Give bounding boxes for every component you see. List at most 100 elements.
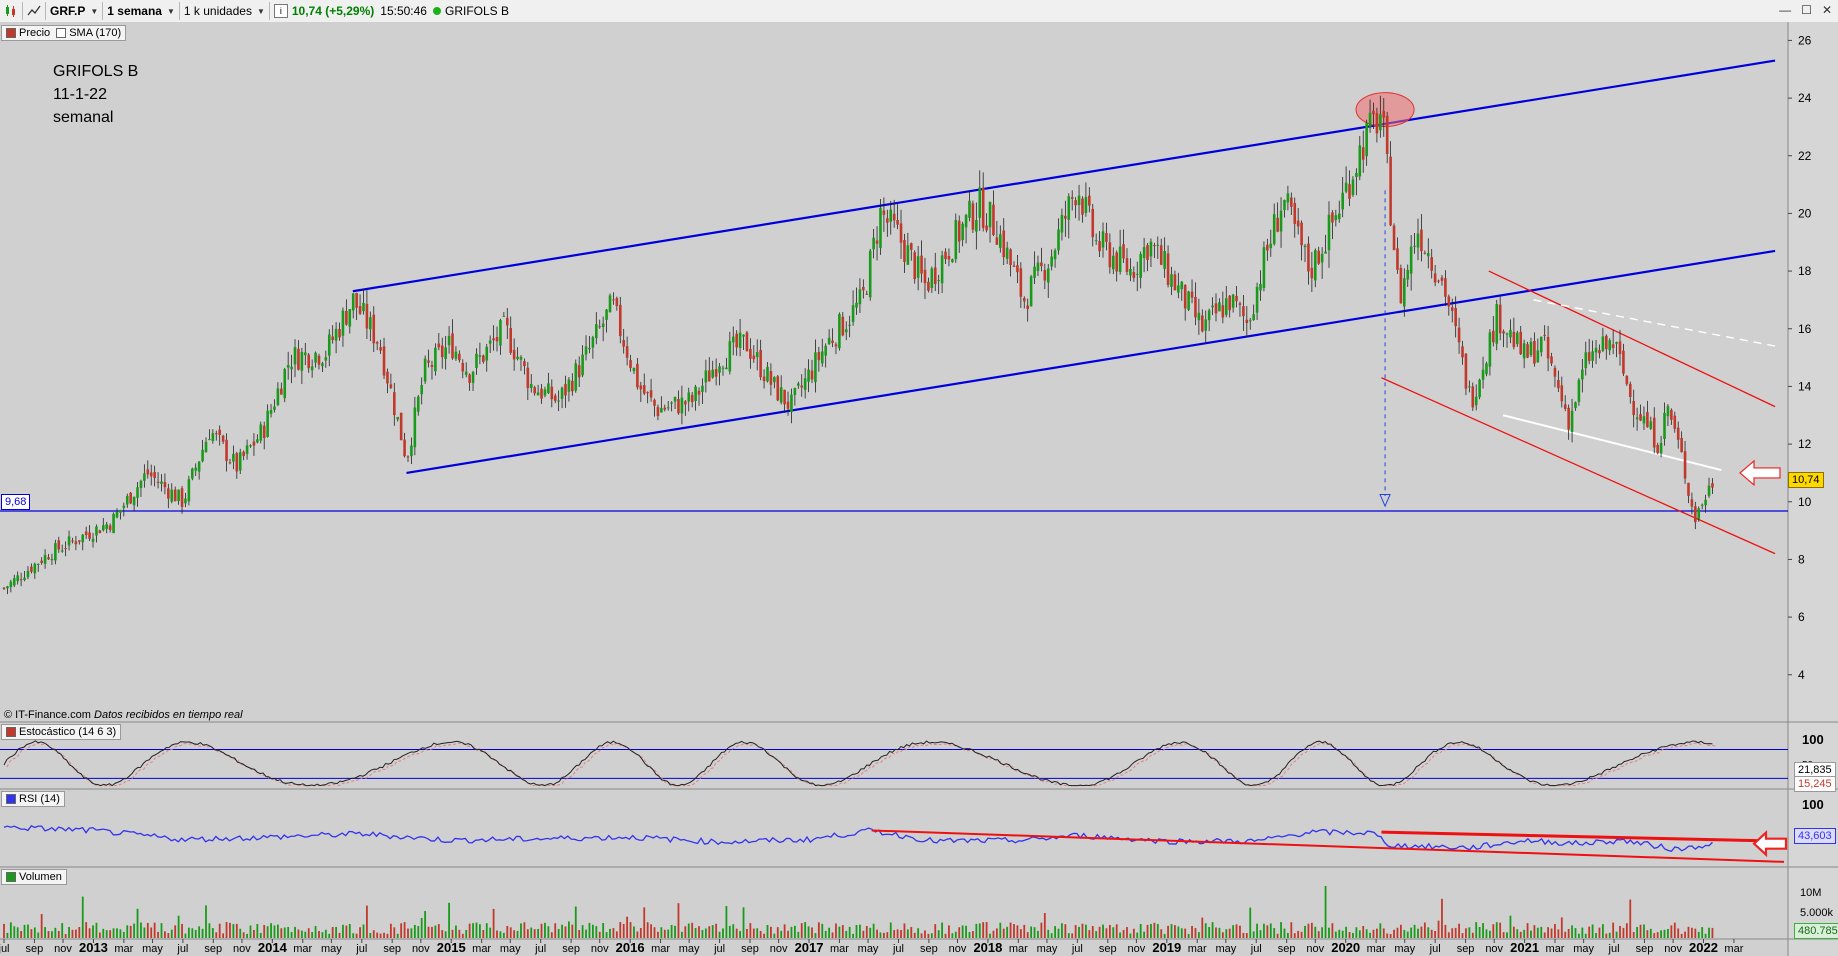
volume-bar — [855, 925, 858, 938]
volume-bar — [636, 931, 639, 938]
volume-bar — [208, 923, 211, 938]
time-axis-label: nov — [1306, 943, 1324, 955]
candle-body — [471, 371, 475, 383]
volume-bar — [1441, 898, 1443, 938]
candle-body — [33, 563, 37, 574]
candle-body — [509, 327, 513, 353]
volume-bar — [763, 933, 765, 938]
candle-body — [1149, 241, 1153, 257]
candle-body — [971, 203, 975, 230]
minimize-icon[interactable]: — — [1779, 3, 1792, 17]
candle-body — [1608, 340, 1612, 351]
candle-body — [286, 364, 290, 368]
volume-bar — [1156, 923, 1159, 938]
volume-bar — [533, 929, 536, 938]
price-axis-label: 6 — [1798, 610, 1805, 624]
candle-body — [1348, 184, 1351, 199]
time-axis-label: jul — [534, 943, 546, 955]
volume-bar — [1376, 928, 1378, 938]
candle-body — [930, 268, 934, 288]
candle-body — [1625, 375, 1629, 385]
volume-bar — [1102, 924, 1104, 938]
candle-body — [242, 451, 245, 457]
volume-bar — [119, 929, 122, 938]
price-arrow-icon — [1739, 459, 1781, 487]
volume-bar — [694, 928, 697, 938]
candle-body — [1183, 285, 1187, 309]
candle-body — [673, 396, 677, 402]
symbol-selector[interactable]: GRF.P ▼ — [46, 2, 104, 20]
candle-body — [1009, 249, 1012, 266]
maximize-icon[interactable]: ☐ — [1801, 3, 1812, 17]
volume-bar — [657, 931, 659, 938]
volume-bar — [109, 930, 112, 938]
compare-button[interactable] — [23, 2, 46, 20]
volume-bar — [581, 925, 584, 938]
candle-body — [687, 392, 691, 402]
period-selector[interactable]: 1 semana ▼ — [103, 2, 180, 20]
candle-body — [434, 347, 437, 372]
volume-bar — [1533, 925, 1536, 938]
close-icon[interactable]: ✕ — [1821, 3, 1832, 17]
units-selector[interactable]: 1 k unidades ▼ — [180, 2, 270, 20]
candle-body — [208, 439, 211, 441]
candle-body — [427, 360, 430, 363]
candle-body — [797, 383, 800, 386]
volume-bar — [297, 929, 300, 938]
candle-body — [1307, 243, 1310, 272]
candle-body — [1269, 243, 1273, 249]
candle-body — [54, 543, 57, 561]
volume-bar — [328, 933, 331, 938]
volume-bar — [1187, 933, 1190, 938]
volume-bar — [167, 933, 170, 938]
volume-bar — [817, 922, 820, 938]
volume-bar — [920, 933, 923, 938]
candle-body — [1659, 442, 1663, 454]
volume-bar — [554, 923, 557, 938]
volume-bar — [698, 926, 700, 938]
candle-body — [1139, 254, 1142, 278]
candle-body — [488, 340, 492, 344]
time-axis-label: mar — [1546, 943, 1565, 955]
volume-bar — [444, 931, 447, 938]
volume-bar — [770, 926, 772, 938]
volume-bar — [177, 915, 180, 938]
candle-body — [656, 407, 660, 417]
volume-bar — [280, 928, 283, 938]
chart-background — [0, 22, 1838, 956]
candle-body — [1296, 220, 1300, 227]
candle-body — [1153, 245, 1156, 247]
info-icon[interactable]: i — [273, 4, 288, 18]
volume-bar — [540, 923, 543, 938]
candle-body — [1019, 268, 1023, 297]
volume-bar — [1098, 926, 1101, 938]
candle-body — [280, 388, 283, 395]
volume-bar — [413, 924, 416, 938]
time-axis-label: 2020 — [1331, 940, 1360, 955]
candle-body — [978, 187, 982, 218]
time-axis-label: may — [1037, 943, 1058, 955]
candle-body — [88, 532, 91, 539]
candle-body — [1170, 274, 1173, 287]
candle-body — [502, 315, 506, 317]
volume-bar — [407, 928, 409, 938]
volume-bar — [660, 927, 663, 938]
chart-type-button[interactable] — [0, 2, 23, 20]
candle-body — [451, 333, 454, 359]
volume-bar — [300, 930, 303, 938]
candle-body — [612, 299, 615, 301]
rsi-swatch — [6, 794, 16, 804]
candle-body — [749, 348, 752, 359]
volume-bar — [739, 931, 742, 938]
volume-bar — [633, 926, 635, 938]
candle-body — [629, 359, 632, 369]
volume-bar — [1126, 927, 1128, 938]
volume-bar — [1434, 931, 1437, 938]
candle-body — [125, 496, 129, 505]
candle-body — [817, 352, 821, 361]
volume-bar — [417, 926, 420, 938]
volume-bar — [47, 931, 50, 938]
volume-bar — [16, 927, 19, 938]
candle-body — [1118, 246, 1122, 272]
candle-body — [1502, 331, 1505, 334]
